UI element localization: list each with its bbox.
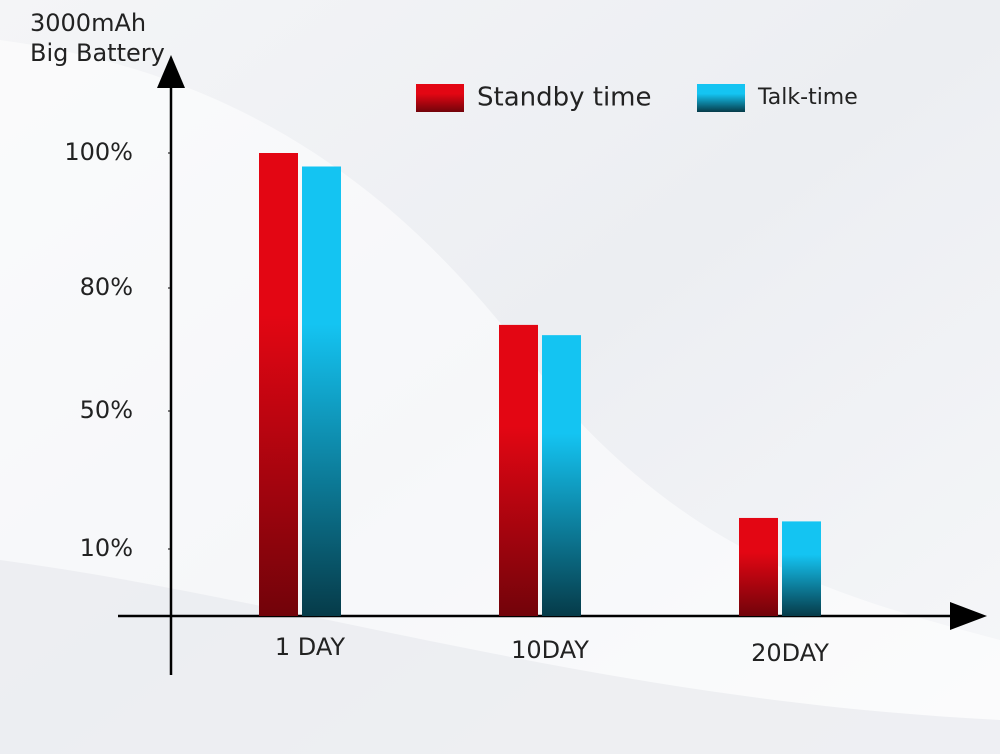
y-tick-label: 50% bbox=[80, 396, 133, 424]
y-tick-label: 80% bbox=[80, 273, 133, 301]
y-arrow bbox=[157, 55, 185, 88]
chart-title: 3000mAh Big Battery bbox=[30, 9, 165, 67]
bar bbox=[302, 166, 341, 616]
bar bbox=[739, 517, 778, 616]
legend-label: Talk-time bbox=[757, 85, 858, 110]
swoosh bbox=[0, 560, 1000, 754]
x-tick-label: 20DAY bbox=[751, 639, 829, 667]
bar bbox=[542, 335, 581, 616]
x-tick-label: 10DAY bbox=[511, 636, 589, 664]
bar bbox=[782, 521, 821, 616]
legend-swatch bbox=[697, 84, 745, 112]
bar bbox=[499, 324, 538, 616]
x-tick-label: 1 DAY bbox=[275, 633, 346, 661]
x-arrow bbox=[950, 602, 987, 630]
legend-swatch bbox=[416, 84, 464, 112]
y-tick-label: 100% bbox=[64, 138, 133, 166]
bar bbox=[259, 153, 298, 616]
y-tick-label: 10% bbox=[80, 534, 133, 562]
legend-label: Standby time bbox=[477, 83, 652, 113]
